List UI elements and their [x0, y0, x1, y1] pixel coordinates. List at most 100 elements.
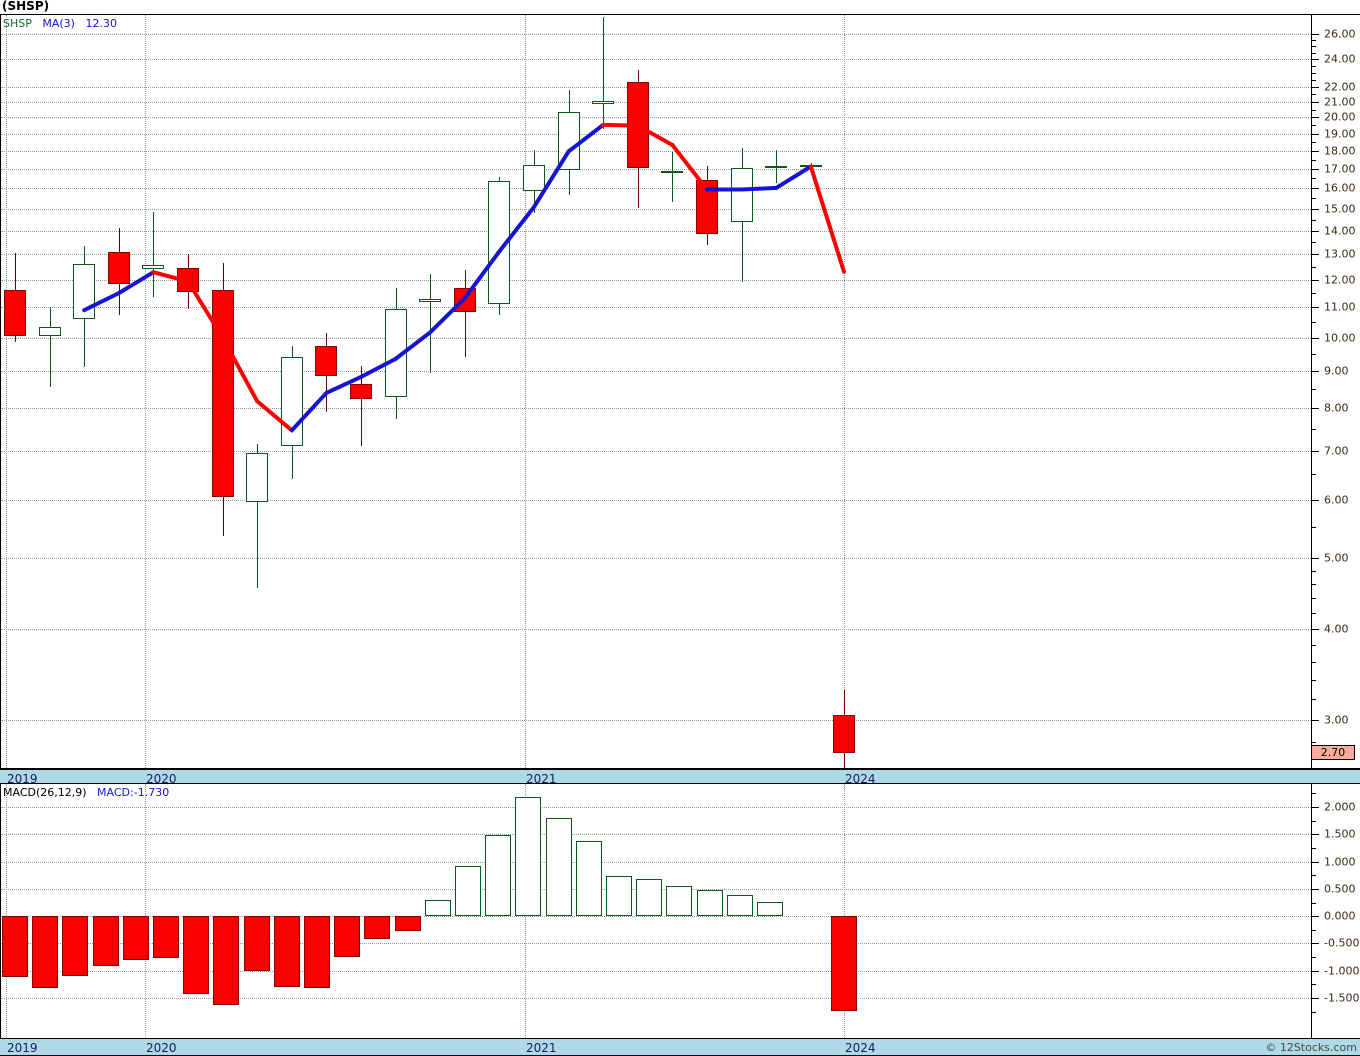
price-gridline [1, 254, 1311, 256]
macd-year-gridline [145, 784, 146, 1038]
macd-bar [455, 865, 481, 917]
price-tick-mark [1312, 208, 1319, 210]
legend-macd-indicator: MACD(26,12,9) [3, 786, 87, 799]
price-tick-mark [1312, 371, 1319, 372]
macd-tick-mark [1312, 998, 1319, 999]
candle-body [350, 383, 372, 399]
candle-body [626, 82, 649, 169]
price-date-label: 2019 [7, 772, 38, 786]
macd-chart-panel: 2.000 1.500 1.000 0.500 0.000 -0.500 -1.000 -1.… [0, 783, 1360, 1039]
price-date-label: 2024 [845, 772, 876, 786]
macd-bar [273, 916, 300, 988]
macd-tick-label: -1.000 [1324, 964, 1360, 978]
price-gridline [1, 87, 1311, 89]
candle-body [73, 264, 96, 320]
price-minor-tick [1312, 79, 1316, 81]
macd-bar [831, 916, 857, 1011]
macd-gridline [1, 834, 1311, 836]
price-minor-tick [1312, 72, 1316, 74]
price-gridline [1, 59, 1311, 61]
price-gridline [1, 720, 1311, 721]
price-tick-label: 13.00 [1324, 247, 1356, 261]
price-minor-tick [1312, 242, 1316, 244]
price-gridline [1, 307, 1311, 309]
macd-tick-mark [1312, 888, 1319, 890]
macd-bar [757, 901, 783, 917]
price-gridline [1, 628, 1311, 630]
price-tick-label: 19.00 [1324, 127, 1356, 141]
macd-minor-tick [1312, 929, 1316, 931]
candle-body [315, 345, 338, 377]
macd-bar [545, 817, 572, 917]
price-tick-label: 8.00 [1324, 401, 1349, 415]
macd-tick-mark [1312, 943, 1319, 945]
macd-bar [2, 916, 28, 978]
price-minor-tick [1312, 613, 1316, 615]
price-gridline [1, 408, 1311, 410]
macd-bar [213, 916, 240, 1005]
candle-body [592, 101, 615, 105]
macd-bar [183, 916, 210, 994]
macd-minor-tick [1312, 847, 1316, 849]
price-minor-tick [1312, 644, 1316, 646]
candle-body [799, 165, 822, 168]
price-minor-tick [1312, 389, 1316, 391]
macd-bar [515, 797, 542, 917]
macd-bar [32, 916, 59, 989]
price-tick-mark [1312, 87, 1319, 89]
candle-wick [50, 307, 51, 388]
price-tick-mark [1312, 720, 1319, 721]
price-minor-tick [1312, 570, 1316, 572]
price-minor-tick [1312, 662, 1316, 664]
price-gridline [1, 133, 1311, 135]
price-tick-mark [1312, 628, 1319, 630]
price-tick-label: 9.00 [1324, 364, 1349, 378]
price-date-label: 2020 [146, 772, 177, 786]
macd-tick-label: 0.000 [1324, 909, 1356, 923]
candle-body [246, 453, 269, 503]
price-minor-tick [1312, 584, 1316, 586]
price-gridline [1, 188, 1311, 190]
legend-symbol: SHSP [3, 17, 32, 30]
price-minor-tick [1312, 741, 1316, 743]
candle-wick [672, 151, 673, 203]
price-tick-mark [1312, 168, 1319, 170]
price-tick-label: 6.00 [1324, 493, 1349, 507]
macd-tick-label: 0.500 [1324, 882, 1356, 896]
macd-tick-mark [1312, 861, 1319, 863]
candle-body [557, 111, 580, 170]
price-minor-tick [1312, 159, 1316, 161]
candle-body [523, 165, 545, 192]
candle-body [453, 287, 476, 312]
macd-date-label: 2024 [845, 1041, 876, 1055]
macd-bar [606, 875, 632, 917]
candle-body [661, 170, 684, 173]
price-plot-area [1, 15, 1311, 768]
macd-tick-label: -1.500 [1324, 991, 1360, 1005]
price-minor-tick [1312, 40, 1316, 42]
price-tick-mark [1312, 59, 1319, 61]
price-gridline [1, 279, 1311, 281]
price-tick-label: 3.00 [1324, 713, 1349, 727]
price-tick-mark [1312, 188, 1319, 190]
page-title: (SHSP) [2, 0, 50, 13]
price-tick-label: 26.00 [1324, 27, 1356, 41]
macd-x-axis-date-band: 2019 2020 2021 2024 [0, 1038, 1360, 1056]
candle-body [107, 251, 130, 284]
candle-body [177, 267, 199, 292]
macd-tick-mark [1312, 807, 1319, 808]
price-y-axis: 26.00 24.00 22.00 21.00 20.00 19.00 18.00 17.00… [1311, 15, 1360, 768]
price-year-gridline [6, 15, 7, 768]
price-gridline [1, 208, 1311, 210]
macd-minor-tick [1312, 820, 1316, 822]
macd-minor-tick [1312, 1011, 1316, 1013]
price-minor-tick [1312, 109, 1316, 111]
price-tick-label: 18.00 [1324, 144, 1356, 158]
macd-tick-mark [1312, 834, 1319, 836]
price-gridline [1, 557, 1311, 559]
price-tick-label: 7.00 [1324, 444, 1349, 458]
macd-plot-area [1, 784, 1311, 1038]
price-tick-mark [1312, 230, 1319, 232]
candle-body [4, 290, 26, 336]
